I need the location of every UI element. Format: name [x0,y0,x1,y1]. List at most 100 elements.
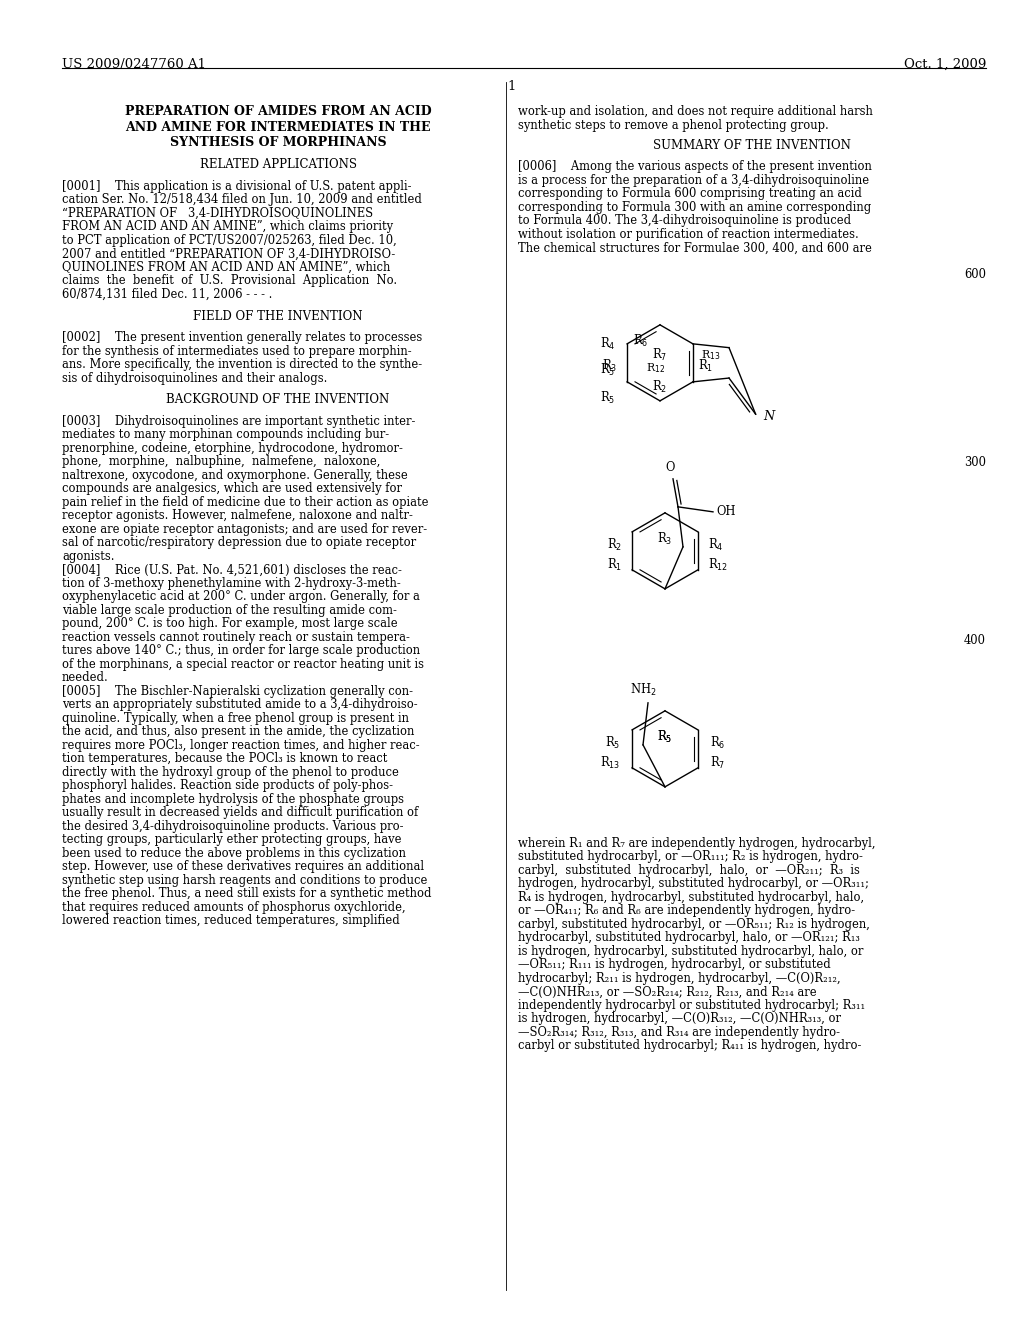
Text: mediates to many morphinan compounds including bur-: mediates to many morphinan compounds inc… [62,428,389,441]
Text: sal of narcotic/respiratory depression due to opiate receptor: sal of narcotic/respiratory depression d… [62,536,416,549]
Text: phates and incomplete hydrolysis of the phosphate groups: phates and incomplete hydrolysis of the … [62,793,404,805]
Text: FROM AN ACID AND AN AMINE”, which claims priority: FROM AN ACID AND AN AMINE”, which claims… [62,220,393,234]
Text: [0003]    Dihydroisoquinolines are important synthetic inter-: [0003] Dihydroisoquinolines are importan… [62,414,416,428]
Text: —OR₅₁₁; R₁₁₁ is hydrogen, hydrocarbyl, or substituted: —OR₅₁₁; R₁₁₁ is hydrogen, hydrocarbyl, o… [518,958,830,972]
Text: R$_3$: R$_3$ [602,358,617,374]
Text: PREPARATION OF AMIDES FROM AN ACID: PREPARATION OF AMIDES FROM AN ACID [125,106,431,117]
Text: synthetic steps to remove a phenol protecting group.: synthetic steps to remove a phenol prote… [518,119,828,132]
Text: FIELD OF THE INVENTION: FIELD OF THE INVENTION [194,309,362,322]
Text: SYNTHESIS OF MORPHINANS: SYNTHESIS OF MORPHINANS [170,136,386,149]
Text: reaction vessels cannot routinely reach or sustain tempera-: reaction vessels cannot routinely reach … [62,631,410,644]
Text: is hydrogen, hydrocarbyl, substituted hydrocarbyl, halo, or: is hydrogen, hydrocarbyl, substituted hy… [518,945,863,958]
Text: R$_6$: R$_6$ [633,333,648,348]
Text: hydrogen, hydrocarbyl, substituted hydrocarbyl, or —OR₃₁₁;: hydrogen, hydrocarbyl, substituted hydro… [518,878,869,891]
Text: R$_{13}$: R$_{13}$ [700,348,720,362]
Text: —C(O)NHR₂₁₃, or —SO₂R₂₁₄; R₂₁₂, R₂₁₃, and R₂₁₄ are: —C(O)NHR₂₁₃, or —SO₂R₂₁₄; R₂₁₂, R₂₁₃, an… [518,985,816,998]
Text: verts an appropriately substituted amide to a 3,4-dihydroiso-: verts an appropriately substituted amide… [62,698,418,711]
Text: lowered reaction times, reduced temperatures, simplified: lowered reaction times, reduced temperat… [62,915,399,928]
Text: phone,  morphine,  nalbuphine,  nalmefene,  naloxone,: phone, morphine, nalbuphine, nalmefene, … [62,455,380,469]
Text: R$_2$: R$_2$ [652,379,668,395]
Text: [0002]    The present invention generally relates to processes: [0002] The present invention generally r… [62,331,422,345]
Text: tion of 3-methoxy phenethylamine with 2-hydroxy-3-meth-: tion of 3-methoxy phenethylamine with 2-… [62,577,400,590]
Text: sis of dihydroisoquinolines and their analogs.: sis of dihydroisoquinolines and their an… [62,372,328,384]
Text: compounds are analgesics, which are used extensively for: compounds are analgesics, which are used… [62,482,402,495]
Text: is a process for the preparation of a 3,4-dihydroisoquinoline: is a process for the preparation of a 3,… [518,174,869,187]
Text: AND AMINE FOR INTERMEDIATES IN THE: AND AMINE FOR INTERMEDIATES IN THE [125,120,431,133]
Text: cation Ser. No. 12/518,434 filed on Jun. 10, 2009 and entitled: cation Ser. No. 12/518,434 filed on Jun.… [62,194,422,206]
Text: OH: OH [716,506,735,519]
Text: R$_5$: R$_5$ [600,362,615,378]
Text: work-up and isolation, and does not require additional harsh: work-up and isolation, and does not requ… [518,106,872,117]
Text: step. However, use of these derivatives requires an additional: step. However, use of these derivatives … [62,861,424,874]
Text: to PCT application of PCT/US2007/025263, filed Dec. 10,: to PCT application of PCT/US2007/025263,… [62,234,396,247]
Text: claims  the  benefit  of  U.S.  Provisional  Application  No.: claims the benefit of U.S. Provisional A… [62,275,397,288]
Text: Oct. 1, 2009: Oct. 1, 2009 [903,58,986,71]
Text: —SO₂R₃₁₄; R₃₁₂, R₃₁₃, and R₃₁₄ are independently hydro-: —SO₂R₃₁₄; R₃₁₂, R₃₁₃, and R₃₁₄ are indep… [518,1026,840,1039]
Text: is hydrogen, hydrocarbyl, —C(O)R₃₁₂, —C(O)NHR₃₁₃, or: is hydrogen, hydrocarbyl, —C(O)R₃₁₂, —C(… [518,1012,841,1026]
Text: R$_4$: R$_4$ [708,537,723,553]
Text: the free phenol. Thus, a need still exists for a synthetic method: the free phenol. Thus, a need still exis… [62,887,431,900]
Text: 60/874,131 filed Dec. 11, 2006 - - - .: 60/874,131 filed Dec. 11, 2006 - - - . [62,288,272,301]
Text: SUMMARY OF THE INVENTION: SUMMARY OF THE INVENTION [653,139,851,152]
Text: N: N [764,409,775,422]
Text: substituted hydrocarbyl, or —OR₁₁₁; R₂ is hydrogen, hydro-: substituted hydrocarbyl, or —OR₁₁₁; R₂ i… [518,850,863,863]
Text: agonists.: agonists. [62,550,115,562]
Text: carbyl,  substituted  hydrocarbyl,  halo,  or  —OR₂₁₁;  R₃  is: carbyl, substituted hydrocarbyl, halo, o… [518,863,860,876]
Text: oxyphenylacetic acid at 200° C. under argon. Generally, for a: oxyphenylacetic acid at 200° C. under ar… [62,590,420,603]
Text: to Formula 400. The 3,4-dihydroisoquinoline is produced: to Formula 400. The 3,4-dihydroisoquinol… [518,214,851,227]
Text: viable large scale production of the resulting amide com-: viable large scale production of the res… [62,603,397,616]
Text: RELATED APPLICATIONS: RELATED APPLICATIONS [200,158,356,172]
Text: 2007 and entitled “PREPARATION OF 3,4-DIHYDROISO-: 2007 and entitled “PREPARATION OF 3,4-DI… [62,247,395,260]
Text: R$_5$: R$_5$ [600,389,615,407]
Text: R$_5$: R$_5$ [657,729,673,744]
Text: for the synthesis of intermediates used to prepare morphin-: for the synthesis of intermediates used … [62,345,412,358]
Text: ans. More specifically, the invention is directed to the synthe-: ans. More specifically, the invention is… [62,358,422,371]
Text: tion temperatures, because the POCl₃ is known to react: tion temperatures, because the POCl₃ is … [62,752,387,766]
Text: “PREPARATION OF   3,4-DIHYDROISOQUINOLINES: “PREPARATION OF 3,4-DIHYDROISOQUINOLINES [62,207,373,220]
Text: directly with the hydroxyl group of the phenol to produce: directly with the hydroxyl group of the … [62,766,399,779]
Text: R$_5$: R$_5$ [605,735,621,751]
Text: 400: 400 [964,634,986,647]
Text: R$_6$: R$_6$ [710,735,725,751]
Text: corresponding to Formula 600 comprising treating an acid: corresponding to Formula 600 comprising … [518,187,862,201]
Text: tecting groups, particularly ether protecting groups, have: tecting groups, particularly ether prote… [62,833,401,846]
Text: NH$_2$: NH$_2$ [630,681,656,698]
Text: corresponding to Formula 300 with an amine corresponding: corresponding to Formula 300 with an ami… [518,201,871,214]
Text: 600: 600 [964,268,986,281]
Text: carbyl or substituted hydrocarbyl; R₄₁₁ is hydrogen, hydro-: carbyl or substituted hydrocarbyl; R₄₁₁ … [518,1039,861,1052]
Text: synthetic step using harsh reagents and conditions to produce: synthetic step using harsh reagents and … [62,874,427,887]
Text: tures above 140° C.; thus, in order for large scale production: tures above 140° C.; thus, in order for … [62,644,420,657]
Text: R$_{12}$: R$_{12}$ [708,557,728,573]
Text: hydrocarbyl; R₂₁₁ is hydrogen, hydrocarbyl, —C(O)R₂₁₂,: hydrocarbyl; R₂₁₁ is hydrogen, hydrocarb… [518,972,841,985]
Text: R$_1$: R$_1$ [698,358,713,374]
Text: hydrocarbyl, substituted hydrocarbyl, halo, or —OR₁₂₁; R₁₃: hydrocarbyl, substituted hydrocarbyl, ha… [518,932,860,944]
Text: pound, 200° C. is too high. For example, most large scale: pound, 200° C. is too high. For example,… [62,618,397,631]
Text: R$_5$: R$_5$ [657,729,673,744]
Text: R$_{13}$: R$_{13}$ [600,755,621,771]
Text: [0004]    Rice (U.S. Pat. No. 4,521,601) discloses the reac-: [0004] Rice (U.S. Pat. No. 4,521,601) di… [62,564,401,577]
Text: independently hydrocarbyl or substituted hydrocarbyl; R₃₁₁: independently hydrocarbyl or substituted… [518,999,865,1012]
Text: R$_{12}$: R$_{12}$ [646,360,665,375]
Text: QUINOLINES FROM AN ACID AND AN AMINE”, which: QUINOLINES FROM AN ACID AND AN AMINE”, w… [62,261,390,275]
Text: prenorphine, codeine, etorphine, hydrocodone, hydromor-: prenorphine, codeine, etorphine, hydroco… [62,442,402,455]
Text: [0006]    Among the various aspects of the present invention: [0006] Among the various aspects of the … [518,160,871,173]
Text: US 2009/0247760 A1: US 2009/0247760 A1 [62,58,206,71]
Text: R$_7$: R$_7$ [652,347,668,363]
Text: wherein R₁ and R₇ are independently hydrogen, hydrocarbyl,: wherein R₁ and R₇ are independently hydr… [518,837,876,850]
Text: BACKGROUND OF THE INVENTION: BACKGROUND OF THE INVENTION [166,393,389,407]
Text: [0005]    The Bischler-Napieralski cyclization generally con-: [0005] The Bischler-Napieralski cyclizat… [62,685,413,698]
Text: R$_3$: R$_3$ [657,531,673,546]
Text: without isolation or purification of reaction intermediates.: without isolation or purification of rea… [518,228,859,240]
Text: usually result in decreased yields and difficult purification of: usually result in decreased yields and d… [62,807,418,820]
Text: quinoline. Typically, when a free phenol group is present in: quinoline. Typically, when a free phenol… [62,711,409,725]
Text: needed.: needed. [62,672,109,684]
Text: carbyl, substituted hydrocarbyl, or —OR₅₁₁; R₁₂ is hydrogen,: carbyl, substituted hydrocarbyl, or —OR₅… [518,917,869,931]
Text: R$_2$: R$_2$ [607,537,623,553]
Text: 300: 300 [964,455,986,469]
Text: requires more POCl₃, longer reaction times, and higher reac-: requires more POCl₃, longer reaction tim… [62,739,420,752]
Text: exone are opiate receptor antagonists; and are used for rever-: exone are opiate receptor antagonists; a… [62,523,427,536]
Text: the acid, and thus, also present in the amide, the cyclization: the acid, and thus, also present in the … [62,725,415,738]
Text: of the morphinans, a special reactor or reactor heating unit is: of the morphinans, a special reactor or … [62,657,424,671]
Text: naltrexone, oxycodone, and oxymorphone. Generally, these: naltrexone, oxycodone, and oxymorphone. … [62,469,408,482]
Text: R₄ is hydrogen, hydrocarbyl, substituted hydrocarbyl, halo,: R₄ is hydrogen, hydrocarbyl, substituted… [518,891,864,904]
